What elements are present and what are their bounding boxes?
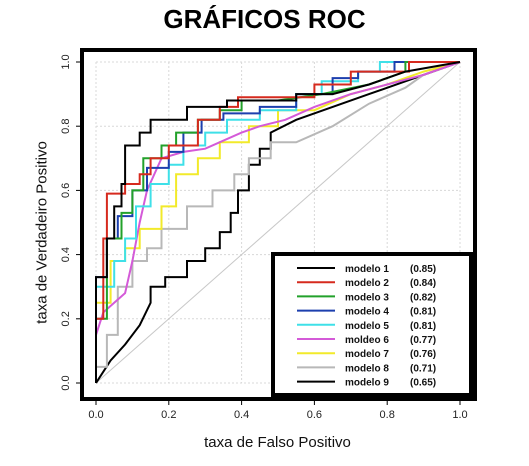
legend-auc: (0.85) <box>410 264 436 275</box>
y-tick-label: 1.0 <box>60 54 72 69</box>
y-tick-label: 0.8 <box>60 119 72 134</box>
legend-label: modelo 1 <box>345 264 389 275</box>
chart-title: GRÁFICOS ROC <box>163 4 366 34</box>
legend-label: modelo 3 <box>345 292 389 303</box>
legend-label: modelo 4 <box>345 307 389 318</box>
roc-line-modelo-9 <box>95 61 461 384</box>
legend-label: modelo 8 <box>345 363 389 374</box>
legend-label: modelo 2 <box>345 278 389 289</box>
y-tick-label: 0.6 <box>60 183 72 198</box>
x-axis-label: taxa de Falso Positivo <box>204 434 351 451</box>
legend-label: modelo 5 <box>345 321 389 332</box>
x-tick-label: 1.0 <box>452 409 467 421</box>
roc-line-modelo-5 <box>95 61 460 383</box>
y-tick-label: 0.2 <box>60 311 72 326</box>
y-tick-label: 0.4 <box>60 247 72 262</box>
reference-diagonal-layer <box>95 61 461 384</box>
legend-auc: (0.81) <box>410 321 436 332</box>
reference-diagonal <box>95 61 461 384</box>
legend-auc: (0.77) <box>410 335 436 346</box>
roc-line-modelo-8 <box>95 61 461 383</box>
legend-auc: (0.82) <box>410 292 436 303</box>
legend-auc: (0.71) <box>410 363 436 374</box>
roc-line-modelo-4 <box>95 61 460 383</box>
legend-auc: (0.84) <box>410 278 436 289</box>
y-tick-label: 0.0 <box>60 375 72 390</box>
x-tick-label: 0.6 <box>307 409 322 421</box>
x-tick-label: 0.8 <box>380 409 395 421</box>
legend-label: modelo 7 <box>345 349 389 360</box>
legend-auc: (0.65) <box>410 378 436 389</box>
legend-auc: (0.81) <box>410 307 436 318</box>
legend-label: modelo 9 <box>345 378 389 389</box>
x-tick-label: 0.4 <box>234 409 249 421</box>
legend-auc: (0.76) <box>410 349 436 360</box>
axis-layer: 0.0 0.2 0.4 0.6 0.8 1.0 0.0 0.2 0.4 0.6 0.8 1.0 <box>60 54 468 421</box>
plot-frame <box>80 48 477 401</box>
legend-label: moldeo 6 <box>345 335 389 346</box>
series-layer <box>95 61 461 384</box>
y-axis-label: taxa de Verdadeiro Positivo <box>33 141 51 324</box>
x-tick-label: 0.0 <box>88 409 103 421</box>
legend: modelo 1 (0.85) modelo 2 (0.84) modelo 3 (0.8… <box>271 252 473 397</box>
roc-line-modelo-1 <box>95 61 461 383</box>
x-tick-label: 0.2 <box>161 409 176 421</box>
roc-line-modelo-2 <box>95 61 460 383</box>
